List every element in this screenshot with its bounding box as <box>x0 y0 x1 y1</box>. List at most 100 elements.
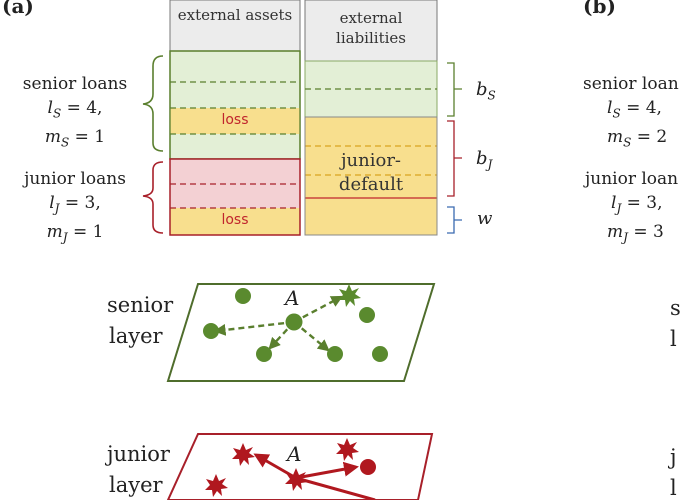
senior-loans-title: senior loans <box>22 74 128 94</box>
partial-line-1: j <box>670 445 677 469</box>
l-subscript: J <box>616 201 622 216</box>
l-symbol: l <box>607 98 613 118</box>
senior-loans-l: lS = 4, <box>10 96 140 125</box>
m-value: = 2 <box>636 127 668 148</box>
l-subscript: S <box>52 106 62 121</box>
senior-assets-block <box>169 50 301 160</box>
junior-brace <box>142 161 164 234</box>
junior-loss-label: loss <box>221 212 249 228</box>
junior-loans-m: mJ = 1 <box>10 220 140 249</box>
junior-default-label: junior-default <box>338 150 404 195</box>
senior-loans-params: senior loans lS = 4, mS = 1 <box>10 72 140 155</box>
m-subscript: S <box>623 135 632 150</box>
m-symbol: m <box>44 127 61 148</box>
panel-b-junior-m: mJ = 3 <box>585 220 680 249</box>
senior-loans-m: mS = 1 <box>10 125 140 154</box>
m-symbol: m <box>607 127 624 148</box>
senior-node <box>256 346 272 362</box>
senior-node <box>372 346 388 362</box>
assets-header: external assets <box>177 6 293 24</box>
m-value: = 1 <box>74 127 106 148</box>
panel-b-senior-l: lS = 4, <box>583 96 680 125</box>
senior-node <box>359 307 375 323</box>
panel-a-letter: (a) <box>2 0 34 18</box>
l-value: = 4, <box>66 98 103 118</box>
panel-b-junior-l: lJ = 3, <box>585 191 680 220</box>
junior-defaulted-node <box>232 443 255 466</box>
m-value: = 1 <box>72 222 104 243</box>
senior-brace <box>142 55 164 152</box>
senior-node-a-label: A <box>285 286 300 310</box>
senior-node <box>327 346 343 362</box>
senior-defaulted-node <box>338 284 361 307</box>
w-bracket <box>447 206 462 234</box>
junior-layer-line2: layer <box>109 473 163 497</box>
m-symbol: m <box>46 222 63 243</box>
junior-edge <box>295 476 376 500</box>
bj-bracket <box>447 120 462 197</box>
panel-b-letter: (b) <box>583 0 616 18</box>
liabilities-header-box <box>304 0 438 62</box>
junior-node <box>360 459 376 475</box>
l-symbol: l <box>47 98 53 118</box>
bs-bracket <box>447 62 462 117</box>
junior-layer-label: junior layer <box>107 439 170 500</box>
senior-loss-label: loss <box>221 112 249 128</box>
senior-node <box>235 288 251 304</box>
liabilities-border <box>304 116 438 236</box>
junior-defaulted-node <box>336 438 359 461</box>
junior-node-a-label: A <box>287 442 302 466</box>
l-symbol: l <box>611 193 617 213</box>
junior-loans-title: junior loans <box>24 169 126 189</box>
panel-b-junior-layer-partial: j l <box>670 442 677 500</box>
panel-b-junior-params: junior loan lJ = 3, mJ = 3 <box>585 167 680 250</box>
panel-b-junior-title: junior loan <box>585 169 679 189</box>
b-symbol: b <box>476 148 488 169</box>
m-symbol: m <box>607 222 624 243</box>
b-symbol: b <box>476 79 488 100</box>
senior-loss-band <box>170 108 300 134</box>
panel-b-senior-title: senior loan <box>583 74 679 94</box>
m-subscript: J <box>62 230 68 245</box>
junior-defaulted-node <box>205 474 228 497</box>
partial-line-2: l <box>670 327 677 351</box>
senior-layer-label: senior layer <box>107 290 173 352</box>
l-subscript: J <box>54 201 60 216</box>
junior-edge <box>295 461 359 480</box>
junior-loss-band <box>170 208 300 235</box>
bs-label: bS <box>476 79 496 103</box>
m-value: = 3 <box>633 222 664 243</box>
bj-block <box>304 116 438 236</box>
l-subscript: S <box>612 106 621 121</box>
panel-b-senior-layer-partial: s l <box>670 293 680 355</box>
partial-line-1: s <box>670 296 680 320</box>
senior-node <box>203 323 219 339</box>
l-value: = 3, <box>64 193 101 213</box>
partial-line-2: l <box>670 476 677 500</box>
senior-edge <box>293 321 330 352</box>
w-label: w <box>477 208 493 229</box>
l-value: = 3, <box>626 193 663 213</box>
panel-b-senior-params: senior loan lS = 4, mS = 2 <box>583 72 680 155</box>
b-subscript: S <box>487 88 496 103</box>
junior-loans-params: junior loans lJ = 3, mJ = 1 <box>10 167 140 250</box>
assets-header-box <box>169 0 301 52</box>
senior-edge <box>213 320 295 336</box>
junior-layer-plane <box>166 433 434 500</box>
senior-layer-line1: senior <box>107 293 174 317</box>
panel-b-senior-m: mS = 2 <box>583 125 680 154</box>
senior-node-a <box>285 313 303 331</box>
senior-edge <box>293 295 344 324</box>
junior-loans-l: lJ = 3, <box>10 191 140 220</box>
l-value: = 4, <box>626 98 662 118</box>
b-subscript: J <box>487 157 493 172</box>
liabilities-header: external liabilities <box>336 9 406 47</box>
m-subscript: S <box>61 135 70 150</box>
m-subscript: J <box>623 230 628 245</box>
junior-layer-line1: junior <box>107 442 170 466</box>
bj-label: bJ <box>476 148 492 172</box>
